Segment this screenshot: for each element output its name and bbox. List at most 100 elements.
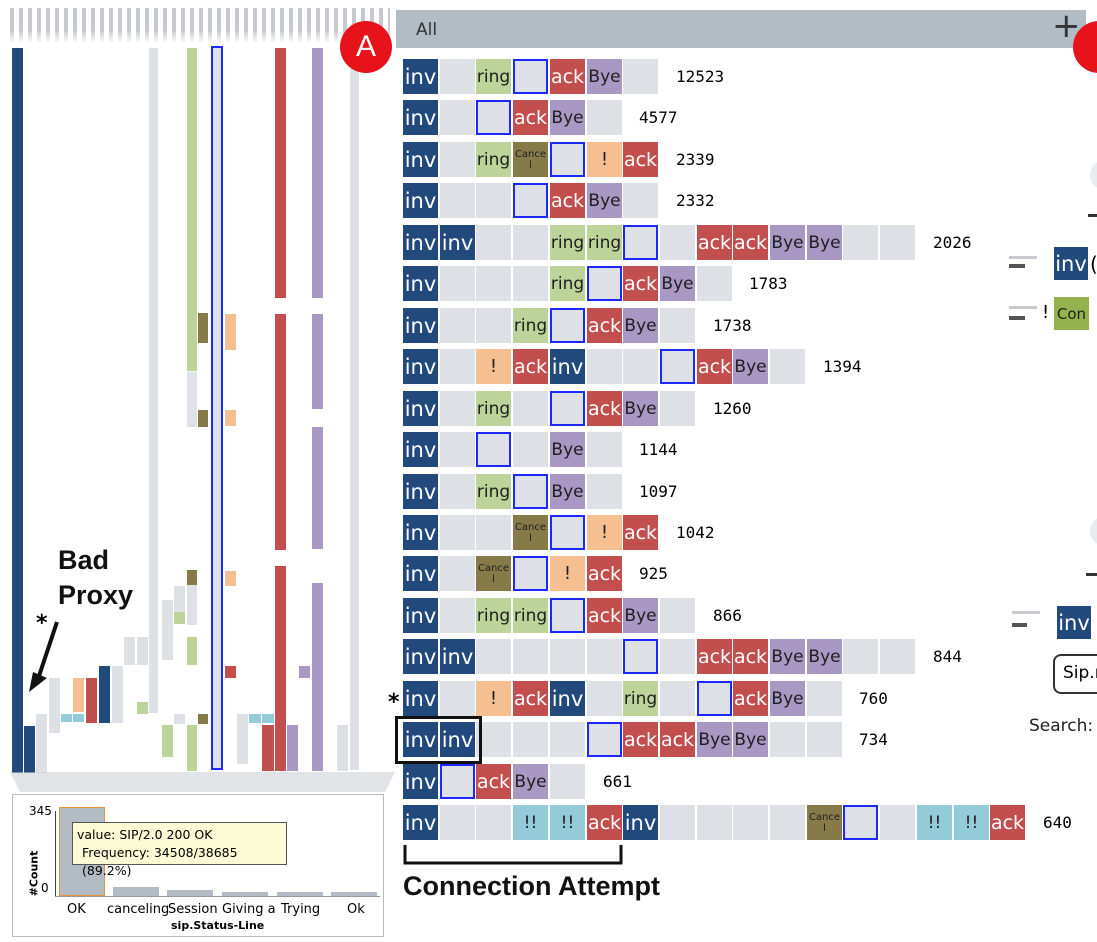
event-cell-inv[interactable]: inv	[403, 266, 438, 301]
overview-bar[interactable]	[137, 637, 148, 665]
event-cell-inv[interactable]: inv	[403, 308, 438, 343]
event-cell-inv[interactable]: inv	[403, 764, 438, 799]
overview-bar[interactable]	[49, 678, 60, 733]
empty-cell[interactable]	[440, 474, 475, 509]
highlight-cell[interactable]	[697, 681, 732, 716]
event-cell-bye[interactable]: Bye	[807, 225, 842, 260]
event-cell-ack[interactable]: ack	[623, 515, 658, 550]
sip-button[interactable]: Sip.n	[1053, 654, 1097, 694]
event-cell-inv[interactable]: inv	[440, 639, 475, 674]
empty-cell[interactable]	[587, 349, 622, 384]
event-cell-inv[interactable]: inv	[403, 598, 438, 633]
event-cell-dbl[interactable]: !!	[513, 805, 548, 840]
event-cell-bye[interactable]: Bye	[623, 598, 658, 633]
event-cell-bye[interactable]: Bye	[550, 474, 585, 509]
overview-bar[interactable]	[162, 725, 173, 757]
overview-column-bye[interactable]	[312, 48, 323, 298]
empty-cell[interactable]	[587, 432, 622, 467]
overview-bar[interactable]	[174, 612, 185, 624]
empty-cell[interactable]	[550, 722, 585, 757]
event-cell-bye[interactable]: Bye	[587, 59, 622, 94]
overview-column-gap-3[interactable]	[350, 48, 359, 770]
overview-column-ack[interactable]	[275, 48, 286, 298]
empty-cell[interactable]	[660, 391, 695, 426]
event-cell-ring[interactable]: ring	[476, 142, 511, 177]
empty-cell[interactable]	[770, 805, 805, 840]
event-cell-bye[interactable]: Bye	[587, 183, 622, 218]
event-cell-inv[interactable]: inv	[403, 515, 438, 550]
event-cell-ack[interactable]: ack	[733, 639, 768, 674]
highlight-cell[interactable]	[843, 805, 878, 840]
event-cell-ack[interactable]: ack	[697, 225, 732, 260]
event-cell-inv[interactable]: inv	[440, 225, 475, 260]
highlight-cell[interactable]	[550, 142, 585, 177]
empty-cell[interactable]	[440, 266, 475, 301]
event-cell-ring[interactable]: ring	[476, 59, 511, 94]
event-cell-bye[interactable]: Bye	[697, 722, 732, 757]
overview-bar[interactable]	[262, 725, 274, 771]
highlight-cell[interactable]	[550, 391, 585, 426]
event-cell-inv[interactable]: inv	[403, 349, 438, 384]
overview-column-inv[interactable]	[12, 48, 23, 773]
overview-bar[interactable]	[174, 586, 185, 612]
event-cell-ring[interactable]: ring	[587, 225, 622, 260]
event-cell-inv[interactable]: inv	[403, 432, 438, 467]
overview-bar[interactable]	[225, 666, 236, 678]
overview-bar[interactable]	[337, 725, 348, 771]
empty-cell[interactable]	[440, 308, 475, 343]
histogram-bar[interactable]	[167, 890, 213, 896]
empty-cell[interactable]	[587, 681, 622, 716]
event-cell-inv[interactable]: inv	[403, 100, 438, 135]
event-cell-ack[interactable]: ack	[990, 805, 1025, 840]
empty-cell[interactable]	[476, 639, 511, 674]
empty-cell[interactable]	[440, 100, 475, 135]
empty-cell[interactable]	[843, 225, 878, 260]
event-cell-ack[interactable]: ack	[623, 142, 658, 177]
empty-cell[interactable]	[513, 639, 548, 674]
event-cell-excl[interactable]: !	[550, 556, 585, 591]
highlight-cell[interactable]	[623, 639, 658, 674]
overview-bar[interactable]	[112, 666, 123, 723]
empty-cell[interactable]	[843, 639, 878, 674]
event-cell-inv[interactable]: inv	[403, 722, 438, 757]
overview-bar[interactable]	[262, 714, 274, 723]
empty-cell[interactable]	[440, 183, 475, 218]
empty-cell[interactable]	[476, 266, 511, 301]
highlight-cell[interactable]	[513, 556, 548, 591]
overview-column-excl-3[interactable]	[225, 571, 236, 586]
empty-cell[interactable]	[587, 639, 622, 674]
event-cell-inv[interactable]: inv	[550, 349, 585, 384]
overview-column-bye-4[interactable]	[312, 583, 323, 771]
empty-cell[interactable]	[440, 681, 475, 716]
overview-bar[interactable]	[86, 678, 97, 723]
overview-bar[interactable]	[24, 726, 35, 773]
overview-bar[interactable]	[99, 666, 110, 723]
event-cell-ring[interactable]: ring	[513, 308, 548, 343]
highlight-cell[interactable]	[660, 349, 695, 384]
empty-cell[interactable]	[513, 266, 548, 301]
right-item-inv[interactable]: inv	[1054, 247, 1088, 280]
overview-column-excl-2[interactable]	[225, 410, 236, 426]
right-item-inv[interactable]: inv	[1057, 606, 1091, 639]
event-cell-dbl[interactable]: !!	[550, 805, 585, 840]
empty-cell[interactable]	[440, 432, 475, 467]
empty-cell[interactable]	[623, 183, 658, 218]
empty-cell[interactable]	[440, 142, 475, 177]
empty-cell[interactable]	[770, 349, 805, 384]
empty-cell[interactable]	[807, 722, 842, 757]
empty-cell[interactable]	[660, 639, 695, 674]
event-cell-bye[interactable]: Bye	[807, 639, 842, 674]
empty-cell[interactable]	[440, 556, 475, 591]
event-cell-bye[interactable]: Bye	[770, 681, 805, 716]
overview-column-cancel[interactable]	[198, 313, 208, 343]
event-cell-bye[interactable]: Bye	[513, 764, 548, 799]
highlight-cell[interactable]	[550, 598, 585, 633]
event-cell-ring[interactable]: ring	[476, 598, 511, 633]
overview-column-gap[interactable]	[149, 48, 158, 713]
empty-cell[interactable]	[440, 391, 475, 426]
event-cell-ack[interactable]: ack	[587, 556, 622, 591]
event-cell-inv[interactable]: inv	[403, 681, 438, 716]
highlight-cell[interactable]	[513, 59, 548, 94]
empty-cell[interactable]	[880, 805, 915, 840]
event-cell-ack[interactable]: ack	[733, 225, 768, 260]
